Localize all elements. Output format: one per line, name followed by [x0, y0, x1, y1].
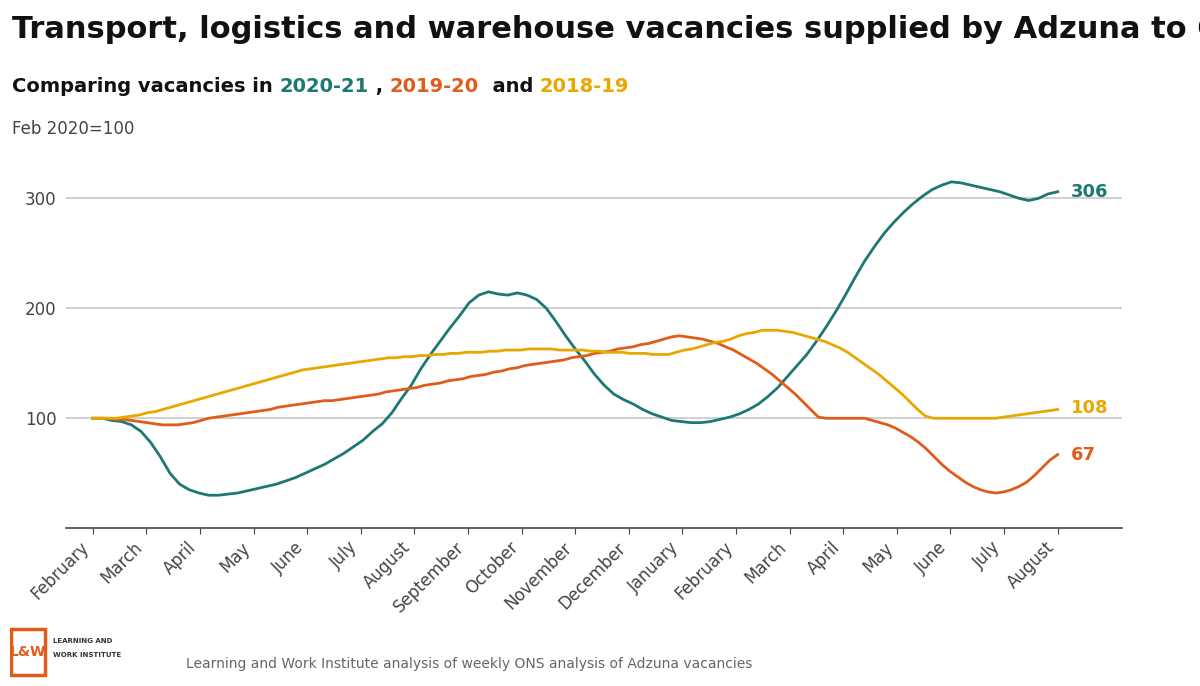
Text: L&W: L&W [10, 645, 47, 659]
Text: WORK INSTITUTE: WORK INSTITUTE [53, 652, 121, 658]
Text: 67: 67 [1072, 445, 1096, 464]
Text: and: and [479, 77, 540, 96]
Text: LEARNING AND: LEARNING AND [53, 638, 113, 643]
Text: 108: 108 [1072, 399, 1109, 417]
Text: 2019-20: 2019-20 [390, 77, 479, 96]
Text: 306: 306 [1072, 182, 1109, 201]
Text: Feb 2020=100: Feb 2020=100 [12, 120, 134, 138]
Text: 2018-19: 2018-19 [540, 77, 629, 96]
Text: Transport, logistics and warehouse vacancies supplied by Adzuna to ONS: Transport, logistics and warehouse vacan… [12, 15, 1200, 44]
Text: ,: , [368, 77, 390, 96]
Text: Learning and Work Institute analysis of weekly ONS analysis of Adzuna vacancies: Learning and Work Institute analysis of … [186, 657, 752, 671]
Text: Comparing vacancies in: Comparing vacancies in [12, 77, 280, 96]
Text: 2020-21: 2020-21 [280, 77, 368, 96]
